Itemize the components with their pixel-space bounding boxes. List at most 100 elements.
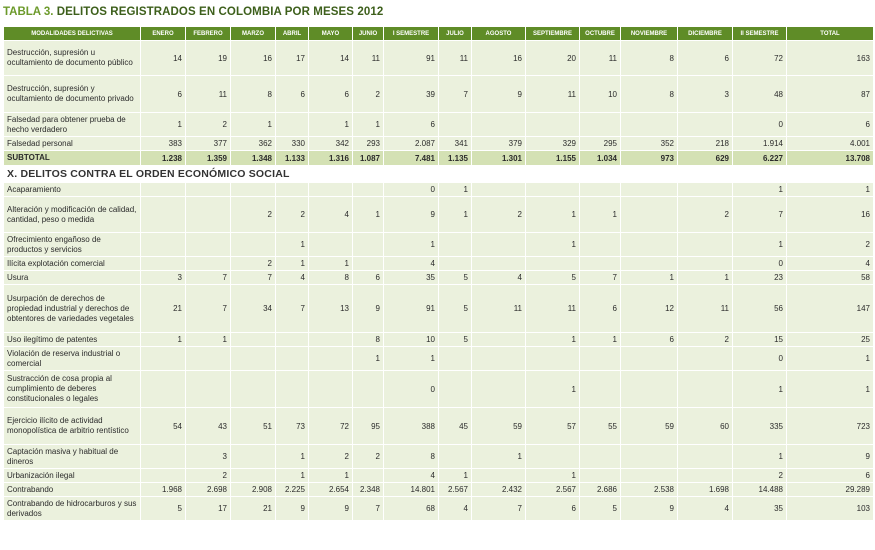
table-cell — [275, 182, 309, 197]
table-cell: 1 — [352, 196, 384, 233]
table-cell: 6 — [677, 40, 733, 76]
table-number: TABLA 3. — [3, 6, 54, 18]
table-cell — [230, 232, 276, 257]
table-cell: 4 — [383, 468, 439, 483]
table-cell: 6 — [786, 468, 874, 483]
table-cell — [525, 346, 580, 371]
table-cell: 388 — [383, 407, 439, 445]
table-cell — [620, 232, 678, 257]
table-row: Falsedad para obtener prueba de hecho ve… — [3, 112, 874, 137]
table-cell: 2.225 — [275, 482, 309, 497]
table-cell: 295 — [579, 136, 621, 151]
table-cell — [352, 256, 384, 271]
table-cell — [620, 444, 678, 469]
table-cell — [140, 182, 186, 197]
table-cell — [579, 232, 621, 257]
table-cell: 2 — [275, 196, 309, 233]
table-cell: 147 — [786, 284, 874, 333]
table-cell — [140, 444, 186, 469]
table-cell — [471, 346, 526, 371]
table-cell: 6 — [140, 75, 186, 113]
table-cell: 0 — [732, 256, 787, 271]
table-cell — [579, 112, 621, 137]
column-header: JULIO — [438, 26, 472, 41]
table-cell: 6 — [579, 284, 621, 333]
table-cell: 330 — [275, 136, 309, 151]
table-cell: 1 — [230, 112, 276, 137]
table-cell: 59 — [471, 407, 526, 445]
table-cell — [352, 232, 384, 257]
table-cell — [525, 182, 580, 197]
table-cell — [438, 232, 472, 257]
table-cell: 7 — [185, 270, 231, 285]
table-cell: 1 — [579, 196, 621, 233]
column-header: FEBRERO — [185, 26, 231, 41]
table-cell — [579, 468, 621, 483]
table-cell: 1 — [308, 468, 353, 483]
column-header: TOTAL — [786, 26, 874, 41]
row-label: Ejercicio ilícito de actividad monopolís… — [3, 407, 141, 445]
table-cell: 7 — [579, 270, 621, 285]
table-cell: 60 — [677, 407, 733, 445]
table-cell: 379 — [471, 136, 526, 151]
table-cell: 4 — [677, 496, 733, 521]
table-title: TABLA 3. DELITOS REGISTRADOS EN COLOMBIA… — [3, 4, 383, 20]
table-cell: 2 — [230, 256, 276, 271]
table-cell: 1.698 — [677, 482, 733, 497]
table-cell — [230, 444, 276, 469]
table-cell: 1.135 — [438, 150, 472, 166]
table-cell: 1 — [140, 112, 186, 137]
table-cell: 5 — [140, 496, 186, 521]
header-row: MODALIDADES DELICTIVAS ENERO FEBRERO MARZO A… — [3, 26, 874, 41]
table-cell — [275, 370, 309, 408]
table-cell — [620, 370, 678, 408]
table-cell: 35 — [732, 496, 787, 521]
table-cell: 6 — [275, 75, 309, 113]
row-label: Destrucción, supresión u ocultamiento de… — [3, 40, 141, 76]
table-cell: 10 — [383, 332, 439, 347]
table-cell: 1 — [525, 468, 580, 483]
table-cell: 6 — [308, 75, 353, 113]
column-header: ENERO — [140, 26, 186, 41]
table-cell: 29.289 — [786, 482, 874, 497]
table-cell — [620, 468, 678, 483]
table-cell: 352 — [620, 136, 678, 151]
table-cell: 3 — [677, 75, 733, 113]
table-row: Alteración y modificación de calidad, ca… — [3, 196, 874, 233]
crimes-table: MODALIDADES DELICTIVAS ENERO FEBRERO MARZO A… — [3, 26, 874, 521]
table-cell: 342 — [308, 136, 353, 151]
row-label: Usura — [3, 270, 141, 285]
table-cell: 629 — [677, 150, 733, 166]
table-cell: 335 — [732, 407, 787, 445]
table-cell: 5 — [438, 284, 472, 333]
table-cell: 7.481 — [383, 150, 439, 166]
table-cell: 0 — [732, 112, 787, 137]
table-cell: 362 — [230, 136, 276, 151]
table-row: Destrucción, supresión y ocultamiento de… — [3, 75, 874, 113]
table-cell — [620, 256, 678, 271]
table-cell: 1 — [786, 370, 874, 408]
table-cell: 11 — [525, 284, 580, 333]
table-cell — [579, 182, 621, 197]
table-cell: 35 — [383, 270, 439, 285]
table-cell: 1 — [438, 468, 472, 483]
table-cell — [677, 370, 733, 408]
row-label: Falsedad personal — [3, 136, 141, 151]
table-cell: 7 — [438, 75, 472, 113]
column-header: I SEMESTRE — [383, 26, 439, 41]
table-cell: 1 — [438, 182, 472, 197]
table-cell: 1 — [620, 270, 678, 285]
table-cell: 2.567 — [525, 482, 580, 497]
table-cell: 13.708 — [786, 150, 874, 166]
table-cell: 39 — [383, 75, 439, 113]
table-cell — [352, 370, 384, 408]
table-cell: 2 — [786, 232, 874, 257]
table-cell: 2 — [677, 332, 733, 347]
table-cell — [140, 196, 186, 233]
table-cell: 0 — [732, 346, 787, 371]
table-cell — [677, 232, 733, 257]
table-cell: 4 — [471, 270, 526, 285]
column-header: SEPTIEMBRE — [525, 26, 580, 41]
table-cell — [308, 332, 353, 347]
table-cell — [438, 346, 472, 371]
